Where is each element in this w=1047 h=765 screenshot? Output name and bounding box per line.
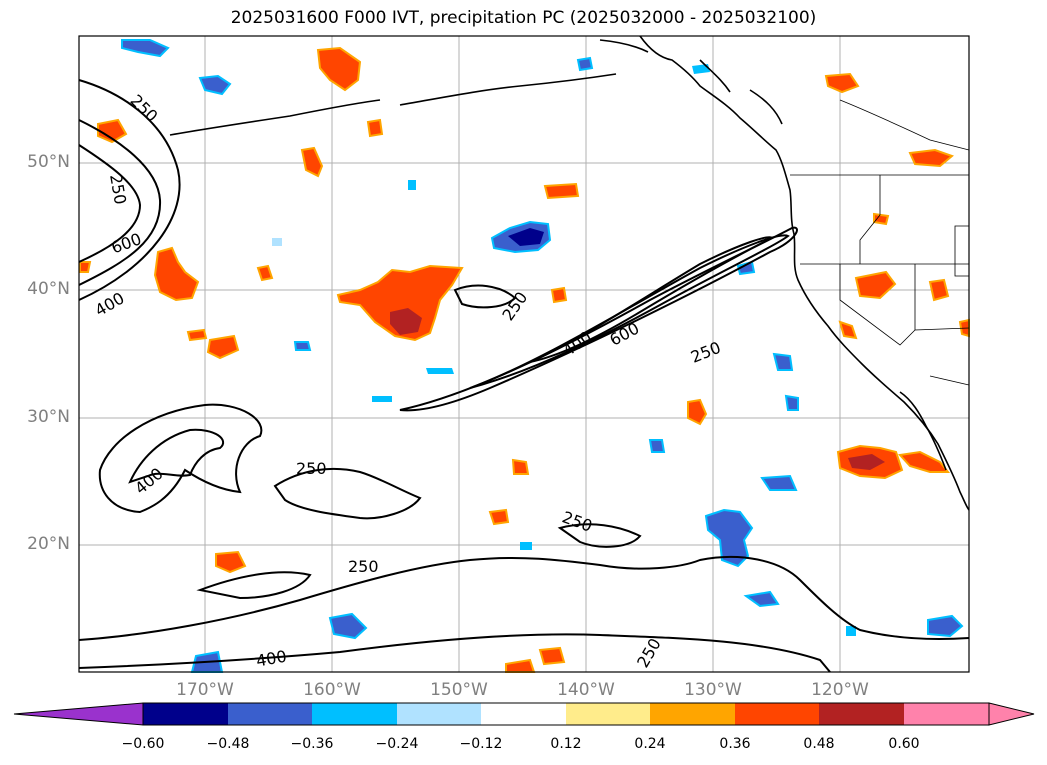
colorbar-tick: 0.60 [888, 736, 920, 752]
state-borders [790, 99, 970, 386]
colorbar-tick: −0.24 [375, 736, 419, 752]
lat-label-40n: 40°N [27, 279, 70, 299]
lat-label-20n: 20°N [27, 534, 70, 554]
colorbar [13, 702, 1035, 726]
lon-label-170w: 170°W [176, 680, 234, 700]
map-title: 2025031600 F000 IVT, precipitation PC (2… [230, 8, 817, 28]
graticule [79, 36, 969, 672]
colorbar-tick: −0.48 [206, 736, 250, 752]
lat-label-50n: 50°N [27, 152, 70, 172]
lon-label-120w: 120°W [811, 680, 869, 700]
contour-label: 250 [296, 459, 327, 478]
map-border [78, 35, 970, 673]
colorbar-tick: 0.12 [550, 736, 582, 752]
ivt-contours [78, 79, 970, 673]
contour-label: 250 [348, 557, 379, 576]
colorbar-tick: 0.24 [634, 736, 666, 752]
lat-label-30n: 30°N [27, 407, 70, 427]
lon-label-130w: 130°W [684, 680, 742, 700]
colorbar-tick: −0.60 [121, 736, 165, 752]
colorbar-tick: 0.36 [719, 736, 751, 752]
colorbar-tick: 0.48 [803, 736, 835, 752]
lon-label-140w: 140°W [557, 680, 615, 700]
lon-label-150w: 150°W [430, 680, 488, 700]
colorbar-tick: −0.36 [290, 736, 334, 752]
precip-positive-areas [79, 46, 970, 673]
colorbar-tick: −0.12 [459, 736, 503, 752]
coastlines [169, 35, 970, 511]
colorbar-extend-low [13, 702, 144, 726]
lon-label-160w: 160°W [303, 680, 361, 700]
colorbar-extend-high [988, 702, 1035, 726]
